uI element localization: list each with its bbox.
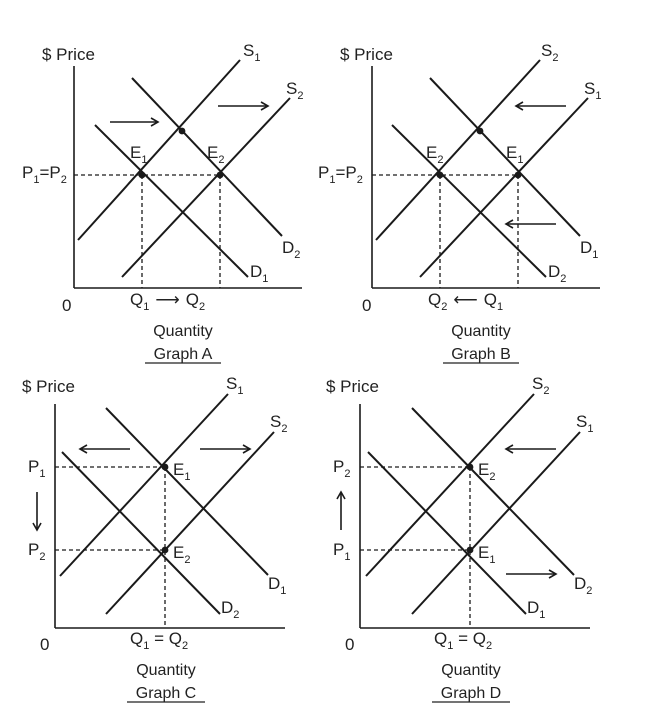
graph-b-point-e2 [436, 171, 444, 179]
graph-b-e1-label: E1 [506, 143, 523, 166]
graph-a: $ Price 0 S1 S2 D2 D1 E1 E2 P1=P2 Q1 ⟶ Q2 … [22, 41, 303, 364]
graph-c-supply-s2 [105, 431, 275, 615]
graph-d-s2-label: S2 [532, 374, 549, 397]
graph-a-price-label: $ Price [42, 45, 95, 64]
graph-a-e2-label: E2 [207, 143, 224, 166]
graph-b-point-e1 [514, 171, 522, 179]
graph-c-s1-label: S1 [226, 374, 243, 397]
graph-b-d1-label: D1 [580, 238, 598, 261]
graph-b: $ Price 0 S2 S1 D1 D2 E2 E1 P1=P2 Q2 ⟵ Q1 … [318, 41, 601, 364]
graph-c-p2-label: P2 [28, 540, 45, 563]
graph-d-supply-s2 [365, 393, 535, 577]
graph-a-demand-d1 [94, 124, 249, 278]
graph-c-price-arrow-down [32, 492, 42, 532]
graph-a-origin-label: 0 [62, 296, 71, 315]
graph-a-quantity-change-label: Q1 ⟶ Q2 [130, 290, 205, 313]
graph-b-origin-label: 0 [362, 296, 371, 315]
graph-a-intersection-point [178, 127, 186, 135]
graph-b-demand-d2 [391, 124, 547, 278]
graph-d-point-e2 [466, 463, 474, 471]
graph-c-quantity-equal-label: Q1 = Q2 [130, 629, 188, 652]
graph-d-d2-label: D2 [574, 574, 592, 597]
graph-a-demand-d2 [131, 77, 283, 237]
graph-a-shift-arrow-left [110, 117, 160, 127]
graph-d-price-label: $ Price [326, 377, 379, 396]
graph-b-quantity-label: Quantity [451, 323, 511, 340]
graph-a-supply-s1 [77, 59, 241, 241]
graph-c-supply-s1 [59, 393, 229, 577]
graph-c-shift-arrow-left [78, 444, 130, 454]
graph-d-p2-label: P2 [333, 457, 350, 480]
graph-c-demand-d2 [61, 451, 221, 615]
graph-a-d2-label: D2 [282, 238, 300, 261]
graph-a-shift-arrow-right [218, 101, 270, 111]
graph-d-demand-d2 [411, 407, 575, 576]
graph-c-price-label: $ Price [22, 377, 75, 396]
graph-d-point-e1 [466, 546, 474, 554]
graph-d-price-arrow-up [336, 490, 346, 530]
graph-b-intersection-point [476, 127, 484, 135]
graph-c-d1-label: D1 [268, 574, 286, 597]
graph-a-s2-label: S2 [286, 79, 303, 102]
graph-b-e2-label: E2 [426, 143, 443, 166]
graph-d-s1-label: S1 [576, 412, 593, 435]
graph-d-origin-label: 0 [345, 635, 354, 654]
graph-b-s1-label: S1 [584, 79, 601, 102]
graph-b-d2-label: D2 [548, 262, 566, 285]
graph-c-p1-label: P1 [28, 457, 45, 480]
graph-c-shift-arrow-right [200, 444, 252, 454]
graph-b-shift-arrow-lower [504, 219, 556, 229]
graph-d-supply-s1 [411, 431, 581, 615]
graph-d-d1-label: D1 [527, 598, 545, 621]
graph-d: $ Price 0 S2 S1 D2 D1 E2 E1 P2 P1 Q1 = [326, 374, 593, 703]
graph-b-supply-s2 [375, 59, 541, 241]
graph-a-e1-label: E1 [130, 143, 147, 166]
graph-b-title: Graph B [451, 346, 511, 363]
graph-b-supply-s1 [419, 97, 589, 278]
graph-d-quantity-label: Quantity [441, 662, 501, 679]
graph-b-s2-label: S2 [541, 41, 558, 64]
graph-c-quantity-label: Quantity [136, 662, 196, 679]
graph-c: $ Price 0 S1 S2 D1 D2 E1 E2 P1 P2 Q1 = [22, 374, 287, 703]
graph-a-supply-s2 [121, 97, 291, 278]
graph-b-demand-d1 [429, 77, 581, 237]
graph-d-quantity-equal-label: Q1 = Q2 [434, 629, 492, 652]
graph-a-quantity-label: Quantity [153, 323, 213, 340]
graph-d-e1-label: E1 [478, 543, 495, 566]
graph-c-title: Graph C [136, 685, 196, 702]
graph-b-price-label: $ Price [340, 45, 393, 64]
graph-d-title: Graph D [441, 685, 501, 702]
graph-c-s2-label: S2 [270, 412, 287, 435]
graph-c-e2-label: E2 [173, 543, 190, 566]
graph-a-title: Graph A [154, 346, 213, 363]
graph-b-shift-arrow-upper [514, 101, 566, 111]
graph-d-shift-arrow-upper [504, 444, 556, 454]
graph-b-price-level-label: P1=P2 [318, 163, 363, 186]
graph-a-d1-label: D1 [250, 262, 268, 285]
graph-a-price-level-label: P1=P2 [22, 163, 67, 186]
graph-d-demand-d1 [367, 451, 527, 615]
graph-c-point-e2 [161, 546, 169, 554]
graph-c-origin-label: 0 [40, 635, 49, 654]
graph-c-e1-label: E1 [173, 460, 190, 483]
graph-d-e2-label: E2 [478, 460, 495, 483]
graph-c-d2-label: D2 [221, 598, 239, 621]
graph-d-shift-arrow-lower [506, 569, 558, 579]
graph-a-s1-label: S1 [243, 41, 260, 64]
graph-d-p1-label: P1 [333, 540, 350, 563]
graph-a-point-e2 [216, 171, 224, 179]
graph-c-point-e1 [161, 463, 169, 471]
graph-c-demand-d1 [105, 407, 269, 576]
graph-b-quantity-change-label: Q2 ⟵ Q1 [428, 290, 503, 313]
graph-a-point-e1 [138, 171, 146, 179]
